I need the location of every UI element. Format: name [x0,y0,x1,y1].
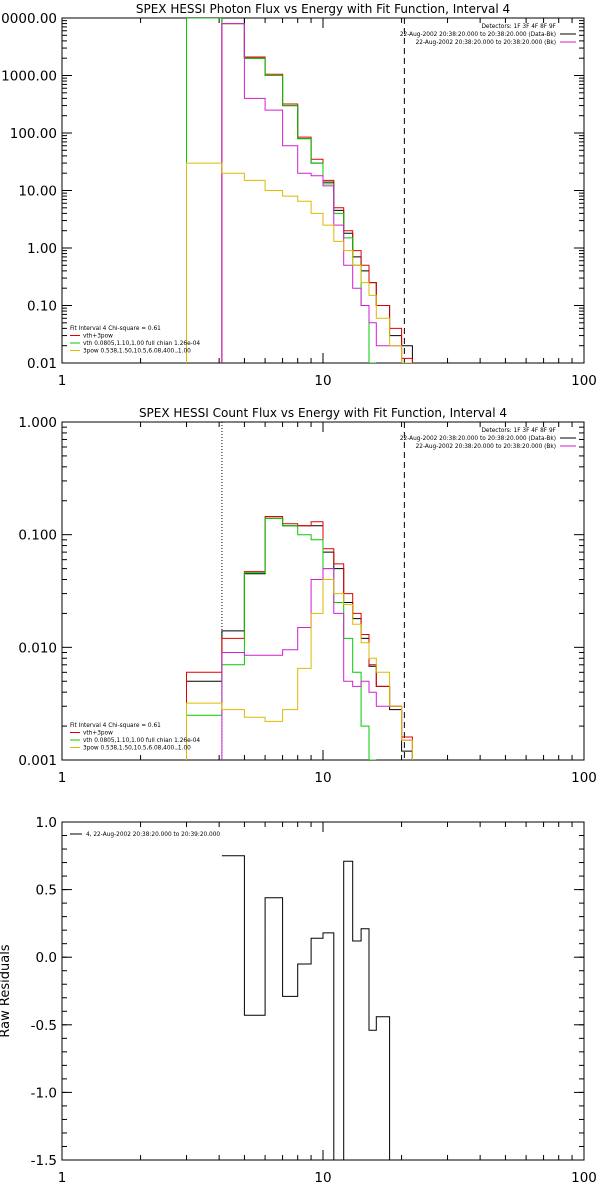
y-tick-label: 0.0 [36,950,57,966]
x-tick-label: 10 [314,1170,331,1186]
legend-bottom-left-text: Fit Interval 4 Chi-square = 0.61 [70,723,161,729]
histogram-series-4 [221,568,413,760]
x-tick-label: 100 [571,373,597,389]
histogram-series-1 [221,855,402,1160]
chart-panel-1: SPEX HESSI Photon Flux vs Energy with Fi… [1,2,597,389]
histogram-series-2 [221,23,413,363]
y-tick-label: 100.00 [10,126,57,142]
histogram-series-3 [186,517,377,760]
y-tick-label: 0.5 [36,883,57,899]
legend-bottom-left-text: vth 0.0805,1.10,1.00 full chian 1.26e-04 [83,738,200,744]
chart-title: SPEX HESSI Count Flux vs Energy with Fit… [139,406,507,420]
x-tick-label: 100 [571,1170,597,1186]
y-tick-label: 0.01 [27,356,57,372]
y-tick-label: 0.10 [27,299,57,315]
histogram-series-4 [221,23,413,363]
x-tick-label: 100 [571,770,597,786]
chart-panel-3: 1 10 100 -1.5 -1.0 -0.5 0.0 0.5 1.0 Raw Residuals… [0,815,597,1186]
histogram-series-1 [221,18,413,363]
legend-bottom-left-text: vth 0.0805,1.10,1.00 full chian 1.26e-04 [83,341,200,347]
x-tick-label: 10 [314,373,331,389]
legend-top-right-text: 22-Aug-2002 20:38:20.000 to 20:38:20.000… [416,444,556,450]
y-axis-label: Raw Residuals [0,944,13,1037]
legend-bottom-left-text: 3pow 0.538,1.50,10.5,6.08,400.,1.00 [83,349,191,355]
legend-bottom-left-text: vth+3pow [83,731,113,737]
histogram-series-5 [186,579,413,760]
y-tick-label: 1.00 [27,241,57,257]
legend-bottom-left-text: 3pow 0.538,1.50,10.5,6.08,400.,1.00 [83,746,191,752]
legend-top-right-text: 22-Aug-2002 20:38:20.000 to 20:38:20.000… [400,32,556,38]
legend-top-right-text: 22-Aug-2002 20:38:20.000 to 20:38:20.000… [400,436,556,442]
legend-top-right-text: Detectors: 1F 3F 4F 8F 9F [481,428,556,434]
y-tick-label: 1000.00 [1,69,57,85]
legend-bottom-left-text: Fit Interval 4 Chi-square = 0.61 [70,326,161,332]
histogram-series-2 [186,516,413,760]
histogram-series-1 [186,517,413,760]
y-tick-label: 1.000 [18,415,57,431]
histogram-series-5 [186,162,413,363]
y-tick-label: 1.0 [36,815,57,831]
legend-bottom-left-text: vth+3pow [83,334,113,340]
chart-panel-2: SPEX HESSI Count Flux vs Energy with Fit… [18,406,597,786]
x-tick-label: 1 [58,1170,67,1186]
plot-frame [61,17,585,364]
series-group [186,516,413,760]
chart-title: SPEX HESSI Photon Flux vs Energy with Fi… [136,2,510,16]
x-tick-label: 1 [58,770,67,786]
plot-frame [61,821,585,1161]
legend-top-right-text: Detectors: 1F 3F 4F 8F 9F [481,24,556,30]
y-tick-label: 0.010 [18,640,57,656]
y-tick-label: 10.00 [18,184,57,200]
y-tick-label: -1.0 [31,1085,57,1101]
legend-top-right-text: 22-Aug-2002 20:38:20.000 to 20:38:20.000… [416,40,556,46]
x-tick-label: 1 [58,373,67,389]
series-group [186,18,413,363]
y-tick-label: 0.001 [18,753,57,769]
series-group [221,855,402,1160]
y-tick-label: -0.5 [31,1018,57,1034]
y-tick-label: 0000.00 [1,11,57,27]
x-tick-label: 10 [314,770,331,786]
legend-text: 4, 22-Aug-2002 20:38:20.000 to 20:39:20.… [86,832,220,838]
y-tick-label: 0.100 [18,528,57,544]
y-tick-label: -1.5 [31,1153,57,1169]
